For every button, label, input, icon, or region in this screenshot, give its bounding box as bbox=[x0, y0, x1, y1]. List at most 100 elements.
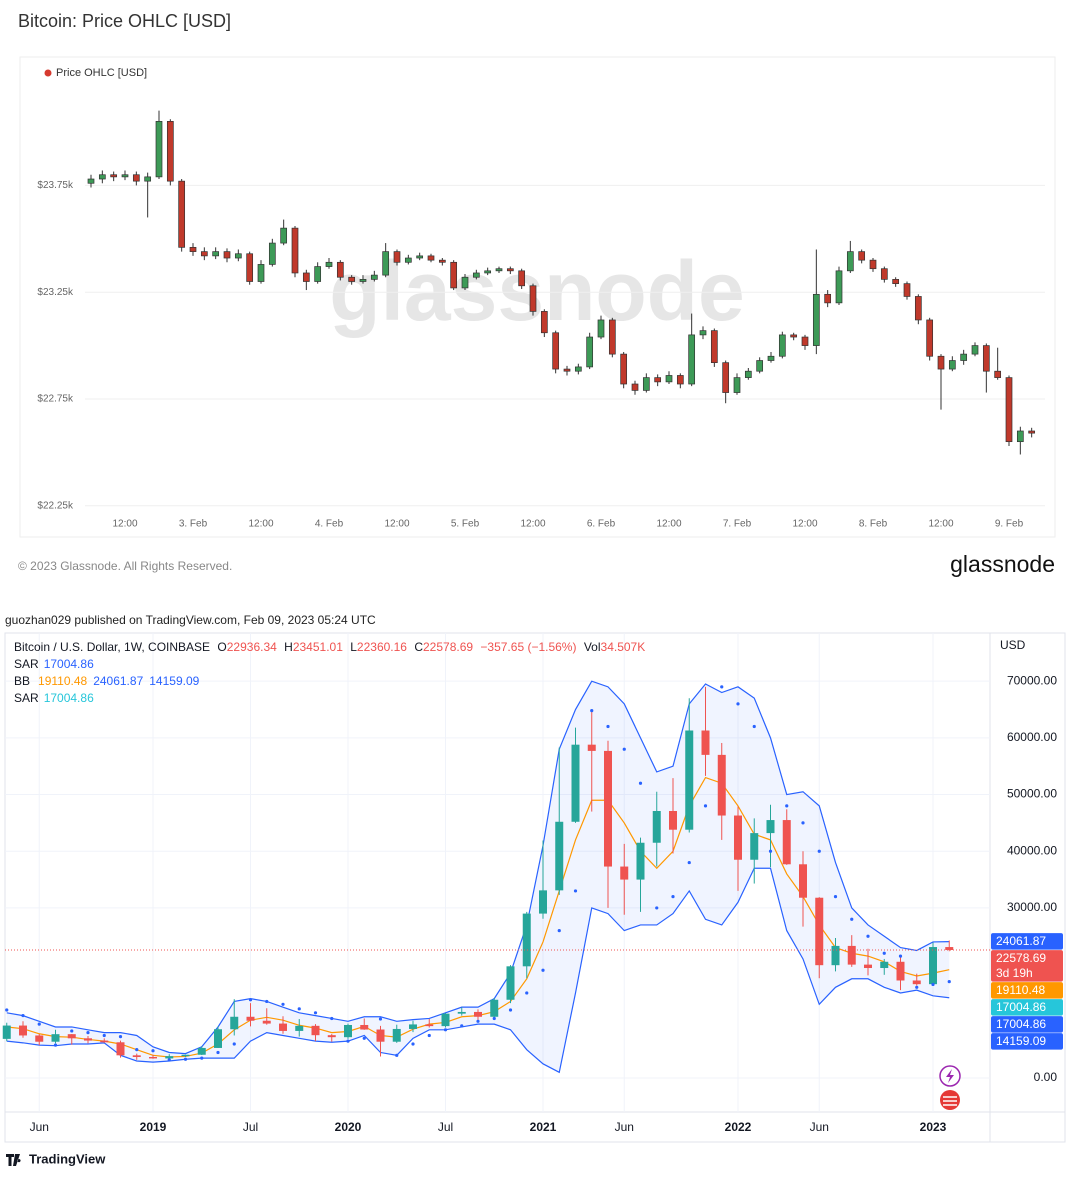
x-tick-label: 2019 bbox=[140, 1120, 167, 1134]
candle-body bbox=[280, 227, 288, 244]
y-tick-label: 70000.00 bbox=[1007, 673, 1057, 687]
icon-flag[interactable] bbox=[940, 1090, 960, 1110]
candle-body bbox=[945, 947, 954, 950]
bb-upper bbox=[6, 680, 950, 1055]
candle-body bbox=[291, 227, 299, 274]
sar-dot bbox=[330, 1016, 334, 1021]
candle-body bbox=[858, 251, 866, 261]
ohlc-value: 23451.01 bbox=[293, 640, 343, 654]
sar-dot bbox=[70, 1029, 74, 1033]
x-tick-label: 7. Feb bbox=[723, 519, 752, 530]
x-tick-label: 2020 bbox=[335, 1120, 362, 1134]
candle-body bbox=[144, 176, 152, 182]
x-tick-label: Jul bbox=[438, 1120, 453, 1134]
candle-body bbox=[847, 945, 856, 965]
candle-body bbox=[67, 1034, 76, 1039]
price-tag-label: 19110.48 bbox=[996, 983, 1045, 997]
ohlc-value: 22936.34 bbox=[227, 640, 277, 654]
candle-body bbox=[360, 1024, 369, 1030]
indicator-value: 17004.86 bbox=[44, 657, 94, 671]
candle-body bbox=[812, 293, 820, 346]
candle-body bbox=[869, 259, 877, 270]
volume: 34.507K bbox=[601, 640, 646, 654]
candle-body bbox=[257, 264, 265, 282]
change: −357.65 (−1.56%) bbox=[480, 640, 576, 654]
sar-dot bbox=[671, 894, 675, 899]
price-tag bbox=[991, 950, 1063, 982]
x-tick-label: 12:00 bbox=[656, 519, 681, 530]
candle-body bbox=[438, 259, 446, 263]
price-tag-label: 24061.87 bbox=[996, 934, 1046, 948]
candle-body bbox=[929, 947, 937, 985]
candle-body bbox=[685, 730, 694, 830]
y-tick-label: 40000.00 bbox=[1007, 843, 1057, 857]
sar-dot bbox=[37, 1022, 41, 1026]
candle-body bbox=[518, 270, 526, 287]
indicator-value: 14159.09 bbox=[149, 674, 199, 688]
price-tag-note: 3d 19h bbox=[996, 966, 1033, 980]
candle-body bbox=[214, 1029, 222, 1048]
candle-body bbox=[892, 279, 900, 284]
candle-body bbox=[540, 311, 548, 334]
sar-dot bbox=[411, 1042, 415, 1046]
candle-body bbox=[336, 261, 344, 278]
candle-body bbox=[971, 345, 979, 355]
x-tick-label: 2022 bbox=[725, 1120, 752, 1134]
x-tick-label: Jun bbox=[615, 1120, 634, 1134]
candle-body bbox=[344, 1024, 352, 1038]
candle-body bbox=[327, 1035, 336, 1038]
sar-dot bbox=[216, 1050, 220, 1055]
x-tick-label: 9. Feb bbox=[995, 519, 1024, 530]
sar-dot bbox=[736, 702, 740, 706]
sar-dot bbox=[362, 1036, 366, 1040]
candle-body bbox=[132, 174, 140, 182]
legend-marker bbox=[44, 69, 52, 77]
candle-body bbox=[654, 377, 662, 383]
candle-body bbox=[766, 820, 775, 834]
brand-logo: glassnode bbox=[950, 551, 1055, 577]
candle-body bbox=[665, 375, 673, 383]
x-tick-label: Jun bbox=[810, 1120, 829, 1134]
sar-dot bbox=[801, 821, 805, 825]
sar-dot bbox=[687, 860, 691, 865]
candle-body bbox=[149, 1057, 157, 1059]
candle-body bbox=[636, 842, 645, 880]
candle-body bbox=[744, 370, 752, 378]
sar-dot bbox=[53, 1043, 58, 1047]
candle-body bbox=[262, 1020, 271, 1024]
candle-body bbox=[178, 180, 186, 248]
candle-body bbox=[279, 1023, 287, 1031]
ohlc-key: L bbox=[350, 640, 357, 654]
candle-body bbox=[506, 268, 514, 272]
y-tick-label: $23.75k bbox=[37, 180, 74, 191]
candle-body bbox=[311, 1025, 320, 1036]
candle-body bbox=[427, 255, 435, 261]
candle-body bbox=[382, 251, 390, 276]
publisher-note: guozhan029 published on TradingView.com,… bbox=[5, 613, 376, 627]
candle-body bbox=[608, 319, 616, 355]
candle-body bbox=[604, 750, 612, 867]
sar-dot bbox=[5, 1008, 9, 1012]
price-tag bbox=[991, 982, 1063, 999]
sar-dot bbox=[297, 1007, 301, 1011]
sar-dot bbox=[167, 1058, 171, 1062]
band-fill bbox=[6, 681, 950, 1073]
candle-body bbox=[717, 754, 726, 816]
candle-body bbox=[132, 1055, 141, 1058]
sar-dot bbox=[817, 849, 821, 853]
sar-dot bbox=[898, 954, 903, 958]
candle-body bbox=[767, 355, 775, 361]
x-tick-label: 2023 bbox=[920, 1120, 947, 1134]
candle-body bbox=[461, 276, 469, 289]
sar-dot bbox=[703, 804, 708, 808]
sar-dot bbox=[378, 1017, 383, 1021]
sar-dot bbox=[86, 1031, 90, 1035]
candle-body bbox=[450, 261, 458, 289]
candle-body bbox=[756, 360, 764, 372]
candle-body bbox=[642, 377, 650, 391]
legend-label: Price OHLC [USD] bbox=[56, 67, 147, 79]
candle-body bbox=[121, 174, 129, 178]
candle-body bbox=[815, 897, 824, 966]
candle-body bbox=[896, 961, 905, 981]
chart-bottom: 0.00 30000.00 40000.00 50000.00 60000.00 7000… bbox=[2, 633, 1063, 1134]
